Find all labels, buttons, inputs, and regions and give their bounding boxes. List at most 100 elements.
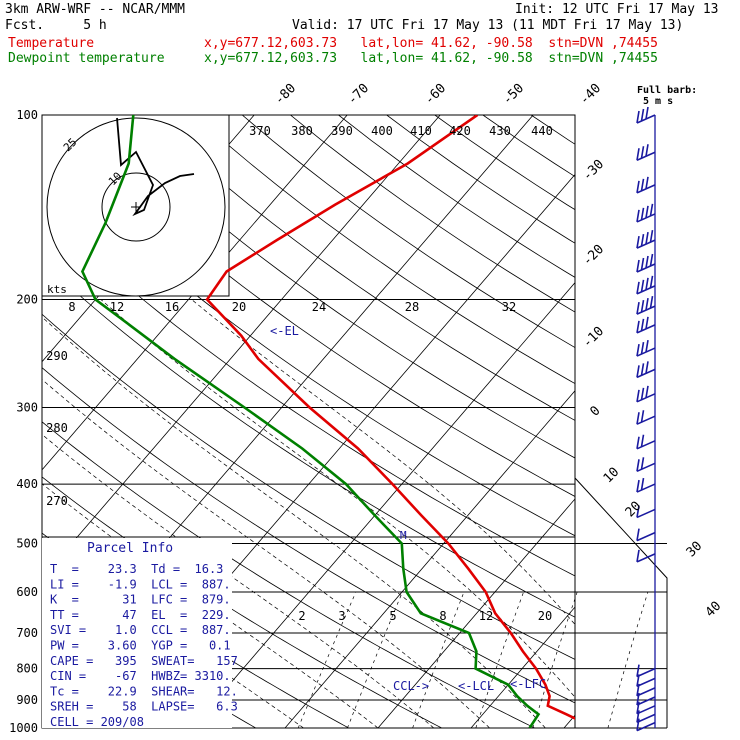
barb-flag <box>640 146 645 159</box>
isotherm-label: -20 <box>580 242 607 269</box>
theta-label-left: 270 <box>46 494 68 508</box>
barb-flag <box>636 701 640 714</box>
barb-flag <box>645 255 649 269</box>
barb-flag <box>636 459 640 472</box>
speed-scale-label: 28 <box>405 300 419 314</box>
isobar-label: 1000 <box>9 721 38 735</box>
parcel-row: PW = 3.60 YGP = 0.1 <box>50 639 231 653</box>
isobar-label: 800 <box>16 662 38 676</box>
level-marker: <-LFC <box>510 677 546 691</box>
wind-barb <box>636 477 656 493</box>
barb-flag <box>645 277 649 291</box>
speed-scale-label: 32 <box>502 300 516 314</box>
barb-flag <box>640 434 645 447</box>
isobar-label: 200 <box>16 293 38 307</box>
isotherm-label: -70 <box>345 81 372 108</box>
mixing-ratio-line <box>475 591 524 728</box>
mixing-ratio-label: 2 <box>298 609 305 623</box>
barb-legend-title: Full barb: <box>637 85 697 96</box>
parcel-row: T = 23.3 Td = 16.3 <box>50 562 223 576</box>
isotherm-label: 40 <box>703 599 725 621</box>
isobar-label: 500 <box>16 536 38 550</box>
freezing-level-marker: M <box>400 529 407 542</box>
isotherm-line <box>42 115 348 471</box>
wind-barb <box>636 295 656 315</box>
dewpoint-location: x,y=677.12,603.73 lat,lon= 41.62, -90.58… <box>204 51 658 66</box>
barb-flag <box>636 235 640 249</box>
forecast-hour: Fcst. 5 h <box>5 18 107 33</box>
mixing-ratio-line <box>532 591 578 728</box>
dry-adiabat <box>579 115 740 728</box>
isobar-label: 100 <box>16 108 38 122</box>
valid-time: Valid: 17 UTC Fri 17 May 13 (11 MDT Fri … <box>292 18 684 33</box>
wind-barb <box>636 176 656 194</box>
barb-staff <box>636 687 656 697</box>
isotherm-label: 0 <box>587 403 603 419</box>
barb-flag <box>645 316 649 330</box>
wind-barb <box>636 692 656 706</box>
temperature-curve <box>205 115 575 720</box>
isotherm-label: -60 <box>422 81 449 108</box>
barb-flag <box>636 209 640 223</box>
dry-adiabat <box>193 115 575 385</box>
barb-flag <box>649 295 654 309</box>
barb-staff <box>636 415 656 425</box>
barb-flag <box>645 297 649 311</box>
mixing-ratio-label: 5 <box>389 609 396 623</box>
mixing-ratio-line <box>297 591 357 728</box>
isotherm-label: 20 <box>623 499 645 521</box>
moist-adiabat <box>191 299 575 625</box>
isobar-label: 400 <box>16 477 38 491</box>
parcel-row: SVI = 1.0 CCL = 887. <box>50 623 231 637</box>
barb-flag <box>636 528 640 541</box>
parcel-row: LI = -1.9 LCL = 887. <box>50 577 231 591</box>
wind-barb <box>636 457 656 473</box>
barb-flag <box>645 205 649 219</box>
level-marker: <-LCL <box>458 679 494 693</box>
barb-staff <box>636 721 656 732</box>
hodograph-ring-inner <box>101 172 171 242</box>
wind-barb <box>636 701 656 715</box>
isotherm-line <box>657 115 740 728</box>
barb-flag <box>636 674 640 687</box>
barb-flag <box>636 692 640 706</box>
barb-flag <box>636 389 640 402</box>
barb-flag <box>636 710 640 723</box>
temperature-location: x,y=677.12,603.73 lat,lon= 41.62, -90.58… <box>204 36 658 51</box>
dry-adiabat <box>386 115 575 244</box>
wind-barb <box>636 710 656 724</box>
mixing-ratio-label: 12 <box>479 609 493 623</box>
wind-barb <box>636 253 656 273</box>
barb-staff <box>636 677 656 688</box>
wind-barb <box>636 505 656 519</box>
wind-barb <box>636 410 656 425</box>
barb-flag <box>640 363 645 376</box>
dewpoint-legend: Dewpoint temperature <box>8 51 165 66</box>
barb-staff <box>636 483 656 493</box>
barb-flag <box>636 718 640 731</box>
barb-flag <box>636 436 640 449</box>
barb-flag <box>640 387 645 400</box>
barb-flag <box>640 108 645 122</box>
hodograph-units: kts <box>47 283 67 296</box>
barb-flag <box>645 176 649 189</box>
isotherm-label: 30 <box>684 539 706 561</box>
parcel-title: Parcel Info <box>87 541 173 556</box>
dewpoint-curve <box>80 115 541 728</box>
barb-flag <box>636 110 640 124</box>
isotherm-line <box>284 390 575 728</box>
moist-adiabat <box>42 316 546 728</box>
wind-barb <box>636 664 656 678</box>
moist-adiabat <box>42 433 435 728</box>
lower-frame-diagonal <box>574 477 668 728</box>
theta-label: 430 <box>489 124 511 138</box>
barb-flag <box>640 318 645 332</box>
dry-adiabat <box>42 209 575 577</box>
barb-staff <box>636 462 656 473</box>
theta-label: 380 <box>291 124 313 138</box>
wind-barb <box>636 718 656 732</box>
barb-flag <box>640 477 645 491</box>
sounding-curves <box>80 115 575 728</box>
